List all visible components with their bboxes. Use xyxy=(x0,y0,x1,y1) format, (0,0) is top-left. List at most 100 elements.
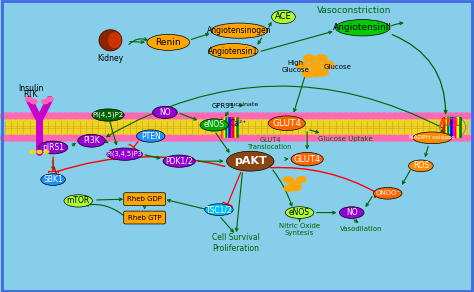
Circle shape xyxy=(286,113,296,119)
Text: succinate: succinate xyxy=(229,102,259,107)
Circle shape xyxy=(192,135,202,141)
Ellipse shape xyxy=(409,160,433,172)
Circle shape xyxy=(270,135,279,141)
Circle shape xyxy=(253,113,263,119)
Circle shape xyxy=(237,135,246,141)
Circle shape xyxy=(259,113,268,119)
Circle shape xyxy=(242,113,252,119)
Circle shape xyxy=(352,135,362,141)
Circle shape xyxy=(143,135,153,141)
Circle shape xyxy=(440,135,450,141)
Text: NO: NO xyxy=(346,208,357,217)
Text: SBK1: SBK1 xyxy=(43,175,63,184)
Circle shape xyxy=(55,113,64,119)
Circle shape xyxy=(165,135,174,141)
Ellipse shape xyxy=(78,134,105,147)
Circle shape xyxy=(369,113,378,119)
Ellipse shape xyxy=(92,109,124,121)
Circle shape xyxy=(418,135,428,141)
Circle shape xyxy=(264,113,273,119)
Text: GPR91: GPR91 xyxy=(211,103,235,109)
Circle shape xyxy=(37,150,42,153)
Circle shape xyxy=(330,113,339,119)
Ellipse shape xyxy=(200,119,228,131)
Circle shape xyxy=(226,135,235,141)
Circle shape xyxy=(187,113,197,119)
Text: GLUT4
Translocation: GLUT4 Translocation xyxy=(248,137,292,150)
Circle shape xyxy=(26,97,32,101)
Circle shape xyxy=(154,113,164,119)
Circle shape xyxy=(11,135,20,141)
Circle shape xyxy=(72,135,81,141)
Circle shape xyxy=(49,135,59,141)
Ellipse shape xyxy=(209,44,258,59)
Circle shape xyxy=(22,113,31,119)
Circle shape xyxy=(346,135,356,141)
Circle shape xyxy=(401,135,411,141)
Circle shape xyxy=(281,113,290,119)
Text: PDK1/2: PDK1/2 xyxy=(165,157,193,166)
Text: pIRS1: pIRS1 xyxy=(42,143,64,152)
Circle shape xyxy=(66,113,75,119)
Text: AngiotensinII: AngiotensinII xyxy=(333,23,392,32)
Ellipse shape xyxy=(336,20,390,36)
Circle shape xyxy=(82,135,92,141)
Circle shape xyxy=(82,113,92,119)
Text: Vasodilation: Vasodilation xyxy=(340,226,383,232)
Circle shape xyxy=(46,97,53,101)
Circle shape xyxy=(143,113,153,119)
Circle shape xyxy=(302,135,312,141)
Circle shape xyxy=(270,113,279,119)
Ellipse shape xyxy=(137,130,165,142)
Circle shape xyxy=(99,113,109,119)
Circle shape xyxy=(176,135,185,141)
Circle shape xyxy=(259,135,268,141)
Ellipse shape xyxy=(291,152,323,166)
Circle shape xyxy=(407,113,417,119)
Circle shape xyxy=(336,135,345,141)
Circle shape xyxy=(27,113,37,119)
Circle shape xyxy=(446,113,455,119)
Circle shape xyxy=(322,61,334,68)
Circle shape xyxy=(418,113,428,119)
Circle shape xyxy=(435,135,444,141)
Circle shape xyxy=(121,113,130,119)
Circle shape xyxy=(357,113,367,119)
Circle shape xyxy=(456,135,466,141)
Circle shape xyxy=(363,135,373,141)
Circle shape xyxy=(247,135,257,141)
Circle shape xyxy=(292,113,301,119)
Circle shape xyxy=(0,113,9,119)
Text: PI(3,4,5)P3: PI(3,4,5)P3 xyxy=(107,151,143,157)
Circle shape xyxy=(99,135,109,141)
Circle shape xyxy=(137,113,147,119)
Circle shape xyxy=(231,135,241,141)
Circle shape xyxy=(401,113,411,119)
Circle shape xyxy=(93,135,103,141)
Circle shape xyxy=(275,135,284,141)
Circle shape xyxy=(30,150,35,153)
Ellipse shape xyxy=(227,151,274,171)
Circle shape xyxy=(357,135,367,141)
Circle shape xyxy=(330,135,339,141)
Circle shape xyxy=(0,135,9,141)
Circle shape xyxy=(132,113,142,119)
Text: Renin: Renin xyxy=(155,38,181,47)
Ellipse shape xyxy=(163,155,195,167)
Circle shape xyxy=(451,135,461,141)
Circle shape xyxy=(297,135,307,141)
Text: NO: NO xyxy=(159,108,171,117)
Ellipse shape xyxy=(211,23,268,38)
Circle shape xyxy=(49,113,59,119)
Circle shape xyxy=(385,135,394,141)
Text: eNOS: eNOS xyxy=(289,208,310,217)
Circle shape xyxy=(363,113,373,119)
Circle shape xyxy=(198,113,208,119)
Bar xyxy=(5,119,469,135)
Circle shape xyxy=(110,113,119,119)
Circle shape xyxy=(220,135,229,141)
Ellipse shape xyxy=(285,207,314,218)
Circle shape xyxy=(30,100,37,104)
Circle shape xyxy=(283,177,293,182)
Circle shape xyxy=(176,113,185,119)
